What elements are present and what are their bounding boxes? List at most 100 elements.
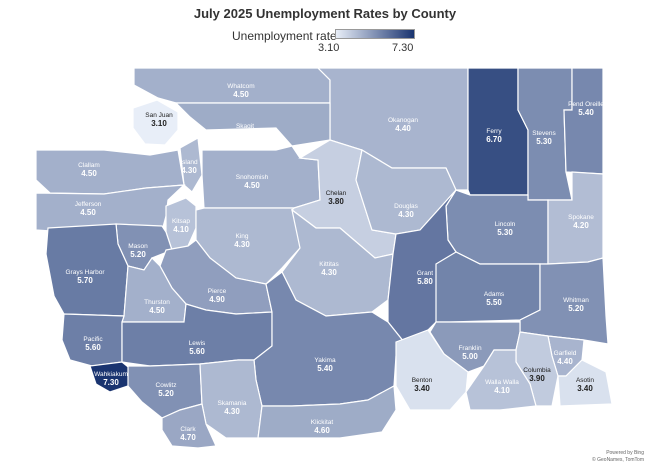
county-value-label: 5.20 [130, 250, 146, 259]
county-name-label: San Juan [145, 112, 173, 119]
county-value-label: 5.00 [462, 352, 478, 361]
county-value-label: 5.30 [536, 137, 552, 146]
county-value-label: 4.40 [395, 124, 411, 133]
legend-color-scale [335, 29, 415, 39]
county-value-label: 4.10 [173, 225, 189, 234]
county-shape-clark [161, 403, 217, 449]
county-value-label: 4.50 [233, 90, 249, 99]
county-name-label: Cowlitz [156, 382, 177, 389]
county-name-label: Snohomish [236, 174, 269, 181]
county-shape-skagit [174, 102, 331, 147]
county-name-label: Columbia [523, 367, 551, 374]
county-name-label: Clark [180, 426, 196, 433]
county-name-label: Chelan [326, 190, 347, 197]
county-shape-kittitas [281, 208, 394, 317]
county-name-label: Garfield [554, 350, 577, 357]
county-value-label: 4.30 [181, 166, 197, 175]
map-credit-line-2: © GeoNames, TomTom [592, 457, 644, 463]
county-value-label: 4.50 [244, 181, 260, 190]
county-name-label: Asotin [576, 377, 594, 384]
county-value-label: 4.10 [494, 386, 510, 395]
county-shape-walla-walla [465, 349, 537, 411]
county-name-label: Klickitat [311, 419, 334, 426]
county-name-label: Skagit [236, 123, 254, 130]
county-value-label: 4.60 [314, 426, 330, 435]
county-shape-asotin [557, 359, 613, 407]
county-name-label: Kittitas [319, 261, 339, 268]
county-value-label: 4.30 [321, 268, 337, 277]
county-value-label: 4.50 [81, 169, 97, 178]
county-value-label: 4.40 [557, 357, 573, 366]
county-name-label: Pacific [83, 336, 103, 343]
map-credit-line-1: Powered by Bing [606, 450, 644, 456]
county-value-label: 5.20 [158, 389, 174, 398]
county-name-label: Whitman [563, 297, 589, 304]
county-name-label: Walla Walla [485, 379, 519, 386]
county-name-label: Adams [484, 291, 505, 298]
county-name-label: Benton [412, 377, 433, 384]
county-value-label: 4.30 [234, 240, 250, 249]
county-value-label: 4.50 [80, 208, 96, 217]
county-value-label: 5.50 [486, 298, 502, 307]
county-value-label: 4.50 [149, 306, 165, 315]
legend-label: Unemployment rate [232, 29, 337, 43]
county-value-label: 3.40 [414, 384, 430, 393]
county-value-label: 4.90 [209, 295, 225, 304]
county-shape-san-juan [132, 99, 179, 146]
county-value-label: 5.20 [568, 304, 584, 313]
county-name-label: King [235, 233, 248, 240]
county-value-label: 5.30 [497, 228, 513, 237]
county-name-label: Douglas [394, 203, 419, 210]
county-name-label: Clallam [78, 162, 100, 169]
county-name-label: Kitsap [172, 218, 190, 225]
county-value-label: 3.80 [328, 197, 344, 206]
county-shape-skamania [199, 359, 263, 439]
county-name-label: Lincoln [495, 221, 516, 228]
legend-max-label: 7.30 [392, 42, 414, 54]
county-name-label: Grays Harbor [65, 269, 105, 276]
county-name-label: Mason [128, 243, 148, 250]
county-name-label: Grant [417, 270, 433, 277]
county-value-label: 7.30 [103, 378, 119, 387]
county-name-label: Pend Oreille [568, 101, 604, 108]
county-value-label: 5.40 [578, 108, 594, 117]
county-value-label: 4.30 [224, 407, 240, 416]
county-value-label: 3.40 [577, 384, 593, 393]
county-name-label: Jefferson [75, 201, 102, 208]
county-name-label: Lewis [189, 340, 206, 347]
county-value-label: 5.60 [189, 347, 205, 356]
county-value-label: 5.70 [77, 276, 93, 285]
county-value-label: 6.70 [486, 135, 502, 144]
county-value-label: 3.90 [529, 374, 545, 383]
county-name-label: Pierce [208, 288, 227, 295]
county-name-label: Okanogan [388, 117, 418, 124]
county-value-label: 5.60 [85, 343, 101, 352]
county-name-label: Spokane [568, 214, 594, 221]
county-name-label: Whatcom [227, 83, 254, 90]
county-value-label: 4.60 [237, 130, 253, 139]
county-value-label: 4.70 [180, 433, 196, 442]
county-value-label: 3.10 [151, 119, 167, 128]
county-name-label: Stevens [532, 130, 556, 137]
county-name-label: Thurston [144, 299, 170, 306]
county-name-label: Franklin [458, 345, 482, 352]
county-name-label: Wahkiakum [94, 371, 128, 378]
county-value-label: 4.20 [573, 221, 589, 230]
county-name-label: Skamania [218, 400, 247, 407]
county-value-label: 5.80 [417, 277, 433, 286]
